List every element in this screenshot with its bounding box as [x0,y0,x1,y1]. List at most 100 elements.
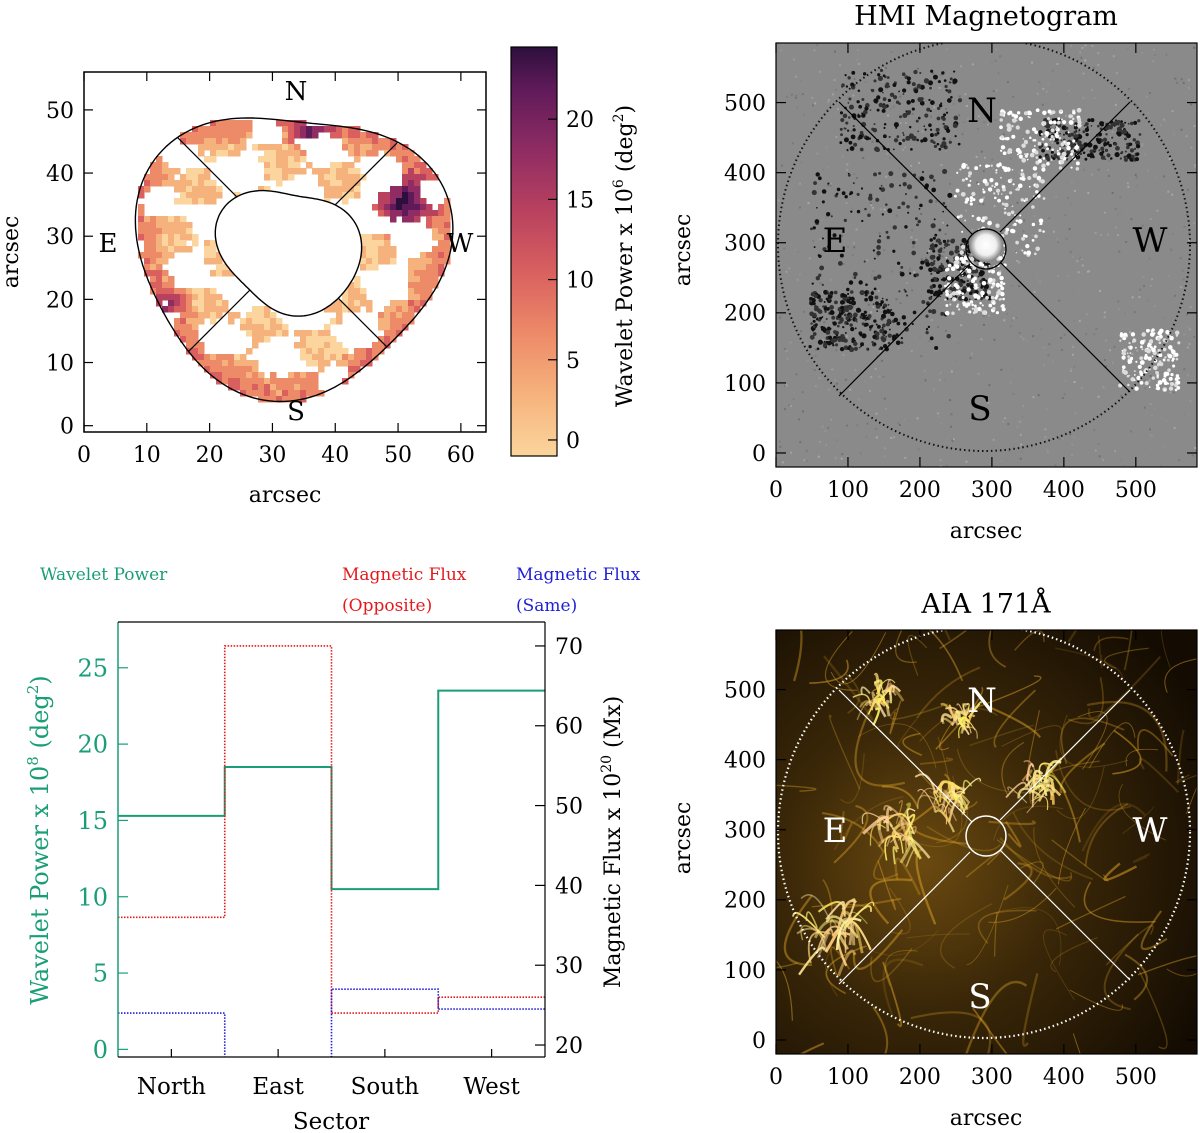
hmi-positive-dot [1034,150,1039,155]
heat-pixel [396,306,403,313]
aia-loop [798,1042,825,1054]
hmi-noise-dot [1056,63,1059,66]
hmi-positive-dot [992,301,996,305]
hmi-negative-dot [818,273,822,277]
hmi-positive-dot [1003,211,1007,215]
aia-loop [823,655,873,721]
heat-pixel [360,144,367,151]
hmi-negative-dot [1126,142,1129,146]
hmi-negative-dot [835,192,839,196]
heat-pixel [390,258,397,265]
hmi-noise-dot [852,242,855,245]
hmi-negative-dot [815,172,820,177]
hmi-negative-dot [1085,133,1089,137]
hmi-noise-dot [1013,307,1016,310]
hmi-noise-dot [866,422,869,425]
heat-pixel [186,306,193,313]
hmi-negative-dot [821,200,825,204]
hmi-negative-dot [882,309,888,315]
hmi-noise-dot [1088,324,1091,327]
heat-pixel [372,144,379,151]
hmi-noise-dot [1163,175,1166,178]
heat-pixel [234,378,241,385]
hmi-noise-dot [1176,81,1179,84]
hmi-noise-dot [958,95,961,98]
hmi-noise-dot [1036,296,1039,299]
hmi-noise-dot [1045,90,1048,93]
hmi-noise-dot [858,63,861,66]
heat-pixel [150,174,157,181]
heat-pixel [390,336,397,343]
heat-pixel [258,330,265,337]
hmi-noise-dot [1128,331,1131,334]
hmi-negative-dot [1070,132,1075,137]
hmi-positive-dot [1014,214,1016,216]
heat-pixel [342,198,349,205]
heat-pixel [234,132,241,139]
hmi-noise-dot [836,439,839,442]
hmi-noise-dot [897,347,900,350]
hmi-negative-dot [929,128,933,131]
hmi-noise-dot [887,142,890,145]
hmi-y-tick-label: 0 [752,442,766,467]
hmi-noise-dot [904,456,907,459]
hmi-negative-dot [829,310,835,316]
hmi-positive-dot [1023,251,1027,255]
aia-loop [1020,861,1044,884]
hmi-noise-dot [1194,446,1197,449]
aia-loop [935,686,984,750]
aia-loop [1161,630,1171,668]
heat-pixel [414,306,421,313]
heat-pixel [324,180,331,187]
hmi-negative-dot [887,303,890,306]
hmi-diagonal-se [999,261,1131,393]
hmi-negative-dot [859,147,864,152]
hmi-negative-dot [858,331,863,336]
hmi-negative-dot [855,307,862,313]
hmi-noise-dot [802,310,805,313]
hmi-noise-dot [789,341,792,344]
hmi-noise-dot [814,354,817,357]
hmi-noise-dot [1160,124,1163,127]
heat-pixel [414,180,421,187]
hmi-positive-dot [1071,117,1075,121]
hmi-negative-dot [882,343,888,349]
hmi-positive-dot [961,178,965,182]
hmi-positive-dot [1174,352,1179,357]
aia-loop [1124,953,1149,1001]
hmi-noise-dot [950,370,953,373]
hmi-negative-dot [886,76,890,79]
aia-loop [884,949,918,986]
heat-pixel [342,306,349,313]
heat-pixel [342,126,349,133]
hmi-positive-dot [982,188,985,191]
heat-pixel [240,132,247,139]
aia-loop [1069,989,1124,1011]
hmi-positive-dot [1021,236,1025,241]
hmi-positive-dot [1055,127,1058,130]
heat-pixel [300,390,307,397]
hmi-positive-dot [1074,124,1077,127]
hmi-negative-dot [910,98,915,103]
aia-loop [1164,658,1197,693]
hmi-positive-dot [1051,110,1056,115]
aia-bright-loop [819,928,834,948]
heat-pixel [390,204,397,211]
heat-pixel [324,330,331,337]
hmi-negative-dot [846,298,851,304]
heat-pixel [270,318,277,325]
hmi-positive-dot [1077,117,1082,122]
heat-pixel [204,246,211,253]
colorbar-tick-label: 5 [566,349,580,374]
hmi-positive-dot [994,182,999,186]
heat-pixel [378,318,385,325]
hmi-noise-dot [858,69,861,72]
hmi-negative-dot [882,134,887,139]
heat-pixel [336,126,343,133]
hmi-positive-dot [1136,375,1141,381]
heat-pixel [342,180,349,187]
hmi-noise-dot [865,238,868,241]
heat-pixel [324,342,331,349]
heat-pixel [372,150,379,157]
hmi-negative-dot [840,337,846,343]
